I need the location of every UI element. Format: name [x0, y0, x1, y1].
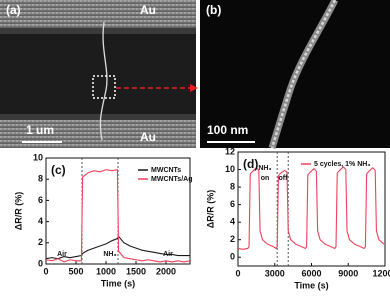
panel-label: (d) — [243, 157, 258, 171]
x-tick-label: 500 — [68, 266, 83, 276]
scale-bar-label: 1 um — [26, 123, 54, 137]
y-tick-label: 6 — [38, 195, 43, 205]
y-tick-label: 4 — [38, 216, 43, 226]
y-axis-label: ΔR/R (%) — [205, 190, 215, 228]
y-tick-label: 4 — [230, 217, 235, 227]
y-tick-label: 6 — [230, 199, 235, 209]
panel-label: (b) — [206, 3, 221, 17]
y-tick-label: 0 — [38, 258, 43, 268]
y-tick-label: 2 — [230, 234, 235, 244]
sem-image-a — [0, 0, 196, 148]
y-tick-label: 10 — [225, 164, 235, 174]
x-tick-label: 1500 — [126, 266, 146, 276]
x-tick-label: 12000 — [372, 268, 390, 278]
x-tick-label: 3000 — [265, 268, 285, 278]
legend-label: 5 cycles, 1% NH₃ — [314, 161, 371, 168]
scale-bar-label: 100 nm — [207, 123, 248, 137]
annotation: Air — [57, 251, 67, 258]
x-tick-label: 1000 — [96, 266, 116, 276]
annotation: Air — [163, 251, 173, 258]
x-tick-label: 0 — [43, 266, 48, 276]
y-tick-label: 0 — [230, 252, 235, 262]
sem-image-b — [190, 0, 390, 150]
electrode-label: Au — [140, 3, 156, 17]
legend-label: MWCNTs — [151, 167, 181, 174]
electrode-label: Au — [140, 130, 156, 144]
x-tick-label: 0 — [235, 268, 240, 278]
data-line — [45, 235, 190, 260]
x-axis-label: Time (s) — [294, 280, 328, 290]
annotation: off — [279, 175, 289, 182]
legend-label: MWCNTs/Ag — [151, 176, 192, 183]
data-line — [237, 166, 385, 250]
annotation: on — [261, 175, 270, 182]
panel-label: (a) — [6, 3, 21, 17]
y-tick-label: 2 — [38, 237, 43, 247]
annotation: NH₃ — [258, 165, 271, 172]
x-tick-label: 9000 — [338, 268, 358, 278]
annotation: NH₃ — [103, 251, 116, 258]
y-tick-label: 10 — [33, 152, 43, 162]
y-axis-label: ΔR/R (%) — [13, 192, 23, 230]
x-axis-label: Time (s) — [101, 278, 135, 288]
x-tick-label: 2000 — [156, 266, 176, 276]
y-tick-label: 8 — [230, 181, 235, 191]
y-tick-label: 12 — [225, 146, 235, 156]
data-line — [45, 168, 191, 263]
panel-label: (c) — [51, 163, 66, 177]
y-tick-label: 8 — [38, 174, 43, 184]
x-tick-label: 6000 — [301, 268, 321, 278]
